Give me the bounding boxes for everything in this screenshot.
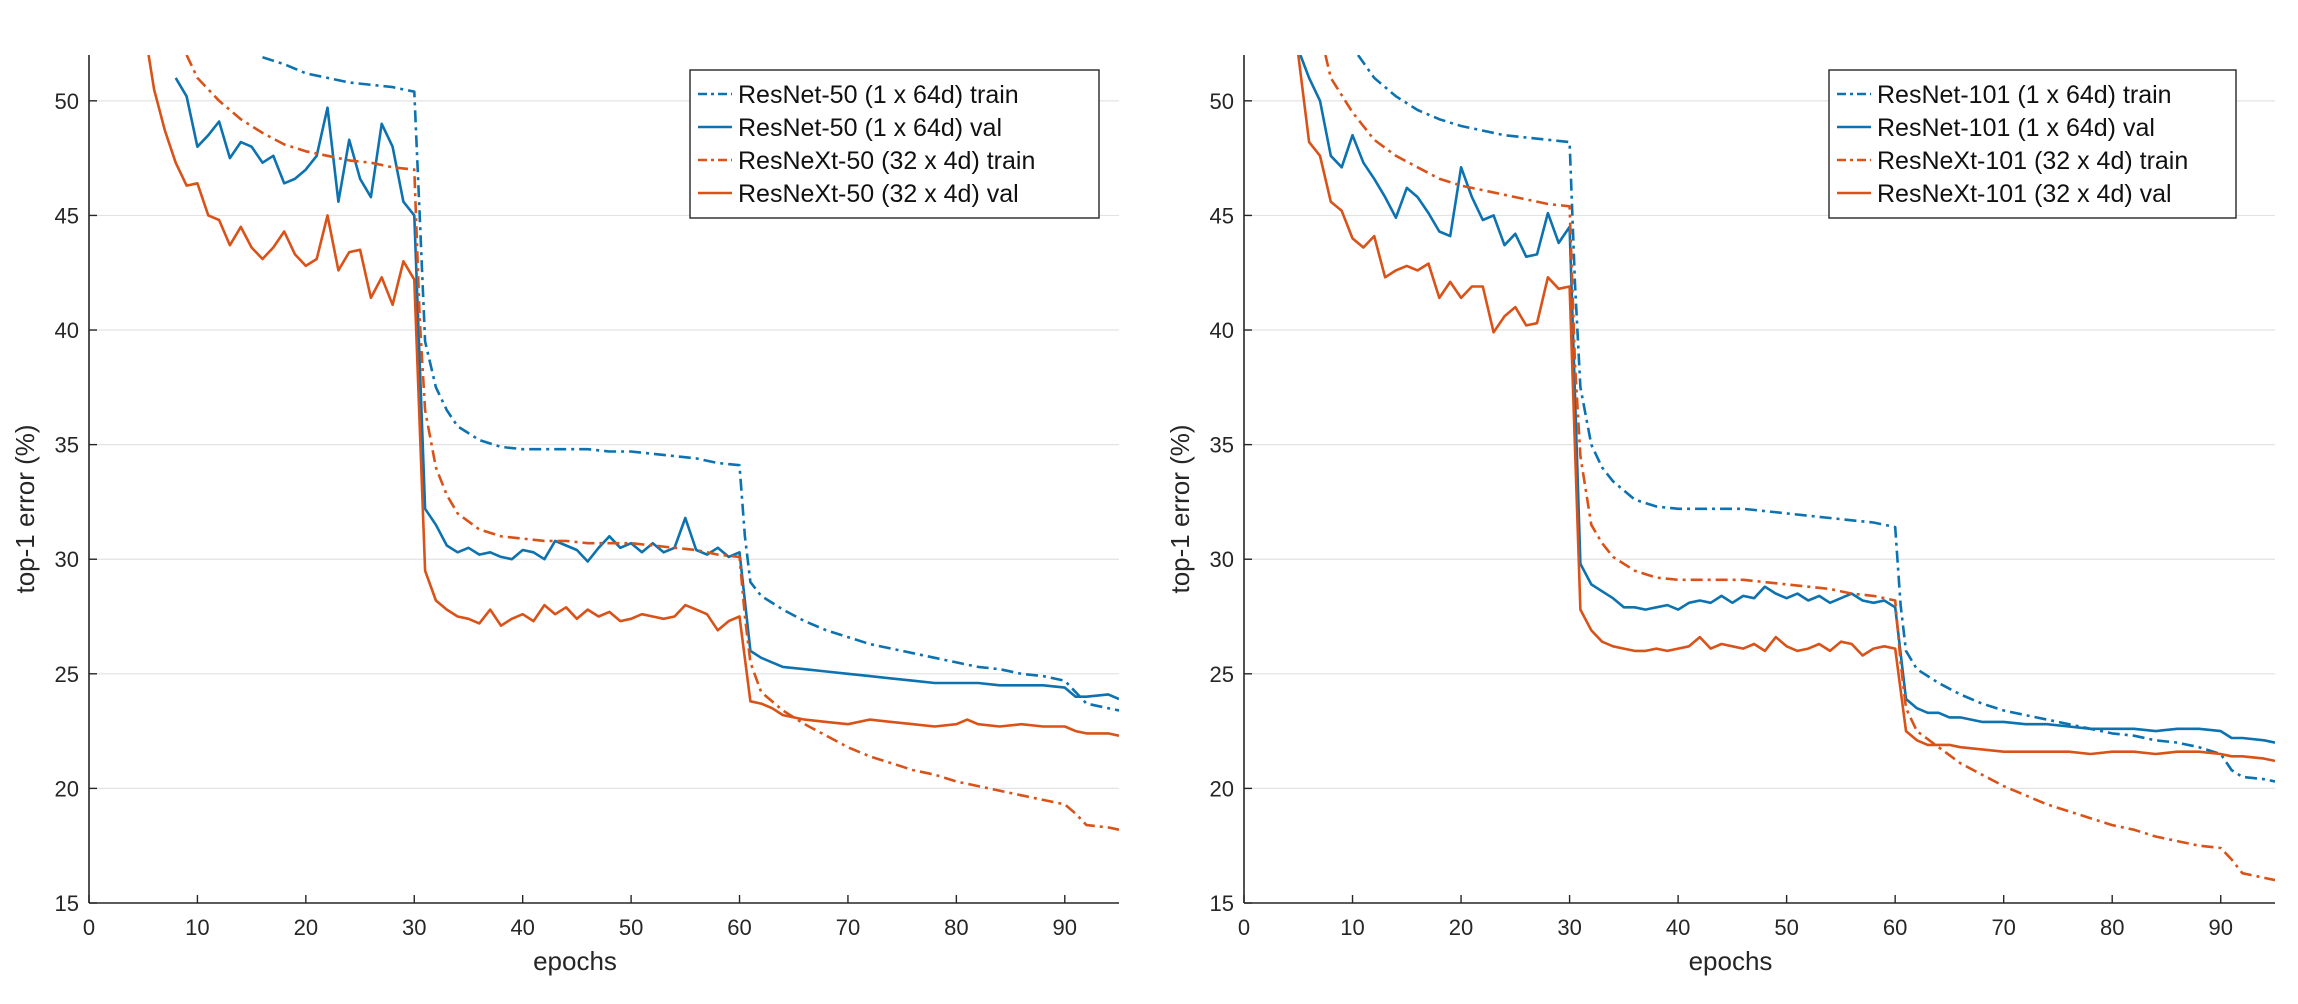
- left-chart-panel: 0 10 20 30 40 50 60 70 80 901520253035404550epoch…: [10, 55, 1119, 976]
- right-x-tick-label: 80: [2100, 915, 2124, 940]
- right-legend-label-4: ResNeXt-101 (32 x 4d) val: [1877, 180, 2172, 208]
- left-y-tick-label: 50: [55, 89, 79, 114]
- left-y-tick-label: 35: [55, 433, 79, 458]
- left-grid: [89, 100, 1119, 790]
- left-y-tick-label: 20: [55, 776, 79, 801]
- right-series-line-3: [1324, 55, 2275, 882]
- left-x-tick-label: 20: [294, 915, 318, 940]
- right-x-axis-title: epochs: [1689, 946, 1773, 976]
- left-legend: ResNet-50 (1 x 64d) train ResNet-50 (1 x …: [689, 69, 1100, 219]
- left-series-line-2: [174, 77, 1119, 701]
- left-series-line-3: [185, 55, 1119, 831]
- right-grid: [1244, 100, 2275, 790]
- left-legend-label-2: ResNet-50 (1 x 64d) val: [738, 114, 1002, 142]
- left-y-axis-title: top-1 error (%): [10, 424, 40, 593]
- left-x-tick-label: 50: [619, 915, 643, 940]
- left-x-tick-label: 40: [510, 915, 534, 940]
- left-x-tick-label: 30: [402, 915, 426, 940]
- right-series-line-2: [1299, 55, 2275, 744]
- right-y-tick-label: 35: [1210, 433, 1234, 458]
- right-x-tick-label: 10: [1340, 915, 1364, 940]
- left-x-axis-title: epochs: [533, 946, 617, 976]
- right-legend-box: [1828, 69, 2237, 219]
- right-y-tick-label: 40: [1210, 318, 1234, 343]
- left-legend-label-1: ResNet-50 (1 x 64d) train: [738, 81, 1019, 109]
- right-x-tick-label: 20: [1449, 915, 1473, 940]
- left-legend-label-3: ResNeXt-50 (32 x 4d) train: [738, 147, 1035, 175]
- left-x-tick-label: 90: [1053, 915, 1077, 940]
- left-y-tick-label: 45: [55, 203, 79, 228]
- left-series-line-4: [147, 55, 1119, 737]
- right-y-tick-label: 50: [1210, 89, 1234, 114]
- right-y-tick-label: 20: [1210, 776, 1234, 801]
- right-x-tick-label: 0: [1238, 915, 1250, 940]
- left-x-tick-label: 80: [944, 915, 968, 940]
- right-y-tick-label: 25: [1210, 662, 1234, 687]
- right-series-group: [1297, 55, 2275, 882]
- right-x-tick-label: 90: [2208, 915, 2232, 940]
- right-x-tick-label: 40: [1666, 915, 1690, 940]
- right-x-tick-label: 60: [1883, 915, 1907, 940]
- right-x-tick-label: 30: [1557, 915, 1581, 940]
- left-x-tick-label: 0: [83, 915, 95, 940]
- right-y-tick-label: 45: [1210, 203, 1234, 228]
- left-x-tick-label: 60: [727, 915, 751, 940]
- left-x-tick-label: 10: [185, 915, 209, 940]
- right-series-line-4: [1297, 55, 2275, 763]
- right-chart-panel: 0 10 20 30 40 50 60 70 80 901520253035404550epoch…: [1165, 55, 2275, 976]
- left-y-tick-label: 30: [55, 547, 79, 572]
- right-legend: ResNet-101 (1 x 64d) train ResNet-101 (1 …: [1828, 69, 2237, 219]
- right-y-tick-label: 15: [1210, 891, 1234, 916]
- right-y-tick-label: 30: [1210, 547, 1234, 572]
- right-x-tick-label: 50: [1774, 915, 1798, 940]
- right-legend-label-2: ResNet-101 (1 x 64d) val: [1877, 114, 2155, 142]
- right-legend-label-1: ResNet-101 (1 x 64d) train: [1877, 81, 2172, 109]
- right-legend-label-3: ResNeXt-101 (32 x 4d) train: [1877, 147, 2188, 175]
- right-x-tick-label: 70: [1991, 915, 2015, 940]
- left-series-group: [147, 55, 1119, 831]
- left-y-tick-label: 25: [55, 662, 79, 687]
- left-x-tick-label: 70: [836, 915, 860, 940]
- left-y-tick-label: 40: [55, 318, 79, 343]
- left-legend-label-4: ResNeXt-50 (32 x 4d) val: [738, 180, 1019, 208]
- left-y-tick-label: 15: [55, 891, 79, 916]
- left-legend-box: [689, 69, 1100, 219]
- right-y-axis-title: top-1 error (%): [1165, 424, 1195, 593]
